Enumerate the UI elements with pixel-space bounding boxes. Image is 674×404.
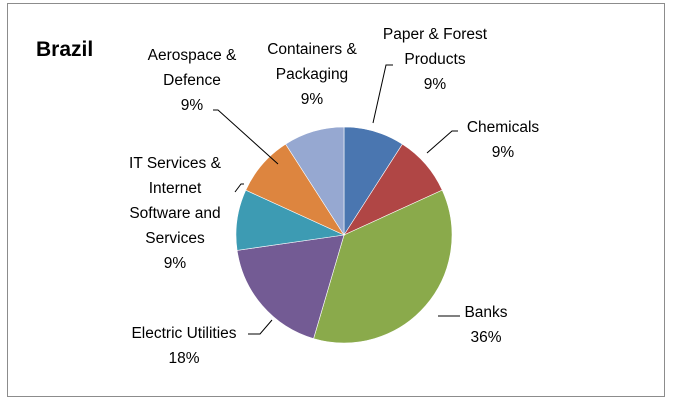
pie-slice-3 [236,234,345,340]
slice-percent-0: 9% [424,76,447,93]
leader-line-1 [426,130,458,154]
slice-label-0: Paper & Forest Products 9% [383,26,488,93]
leader-line-3 [248,319,273,335]
pie-slice-2 [313,189,453,344]
slice-label-3: Electric Utilities 18% [131,325,236,367]
slice-label-6: Containers & Packaging 9% [267,41,357,108]
slice-percent-6: 9% [301,91,324,108]
leader-lines [213,64,460,335]
leader-line-4 [234,183,244,193]
slice-label-4: IT Services & Internet Software and Service… [129,155,222,272]
pie-slice-6 [285,126,345,237]
slice-label-5: Aerospace & Defence 9% [148,47,237,114]
leader-line-0 [372,64,393,124]
slice-percent-2: 36% [470,329,501,346]
pie-slices [235,126,453,344]
slice-label-2: Banks 36% [464,304,507,346]
pie-chart: Brazil Paper & Forest Products 9% Chemicals… [36,26,539,367]
slice-percent-3: 18% [168,350,199,367]
slice-label-1: Chemicals 9% [467,119,540,161]
slice-percent-4: 9% [164,255,187,272]
slice-labels: Paper & Forest Products 9% Chemicals 9% Banks… [129,26,539,367]
leader-line-5 [213,109,279,165]
chart-title: Brazil [36,38,93,61]
slice-percent-5: 9% [181,97,204,114]
slice-percent-1: 9% [492,144,515,161]
chart-frame: Brazil Paper & Forest Products 9% Chemicals… [7,3,665,397]
